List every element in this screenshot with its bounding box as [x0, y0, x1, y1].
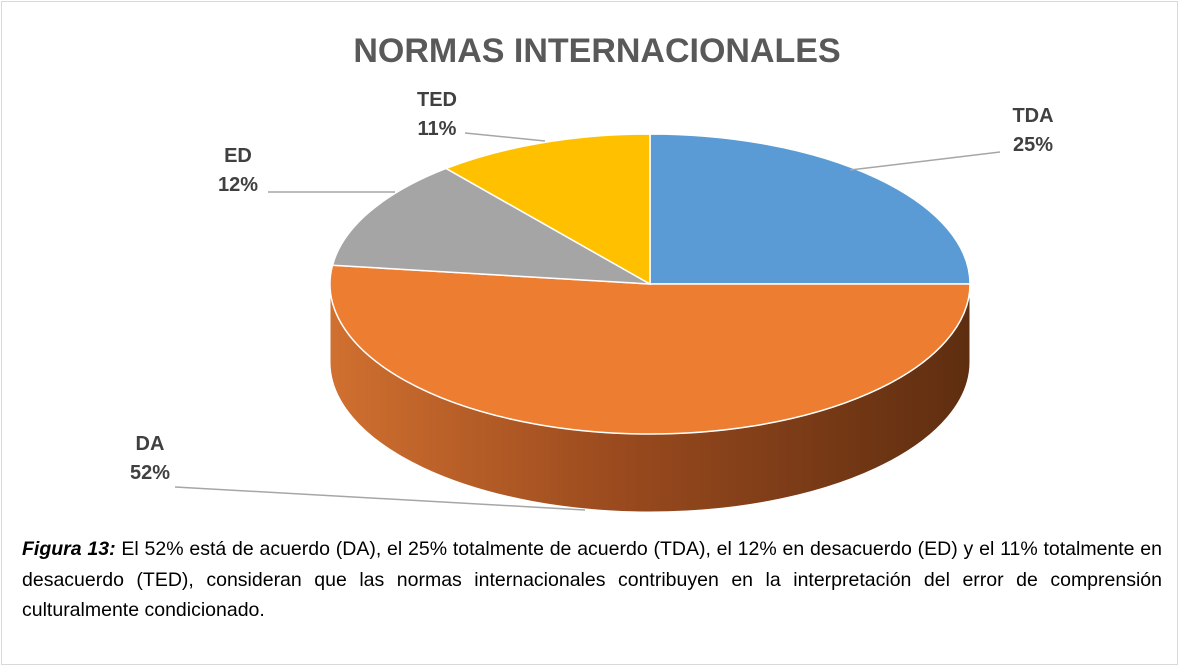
leader-line: [464, 132, 546, 142]
slice-label: TDA: [1012, 105, 1053, 127]
slice: [329, 264, 971, 435]
caption: Figura 13: El 52% está de acuerdo (DA), …: [22, 534, 1162, 626]
slice: [444, 133, 651, 286]
slice: [649, 133, 971, 285]
leader-line: [849, 151, 1001, 171]
slice-value-label: 12%: [218, 174, 258, 196]
slice-value-label: 11%: [418, 118, 457, 140]
slice-value-label: 25%: [1013, 134, 1053, 156]
chart-title: NORMAS INTERNACIONALES: [353, 32, 840, 70]
slice-label: TED: [417, 89, 457, 111]
caption-text: El 52% está de acuerdo (DA), el 25% tota…: [22, 538, 1163, 621]
leader-line: [174, 486, 586, 511]
slice-label: ED: [224, 145, 252, 167]
slice-label: DA: [136, 433, 165, 455]
slice-value-label: 52%: [130, 462, 170, 484]
caption-label: Figura 13:: [22, 538, 116, 560]
slice: [331, 167, 651, 285]
chart: NORMAS INTERNACIONALES TDA 25% DA 52% ED 12% T…: [130, 32, 1054, 513]
